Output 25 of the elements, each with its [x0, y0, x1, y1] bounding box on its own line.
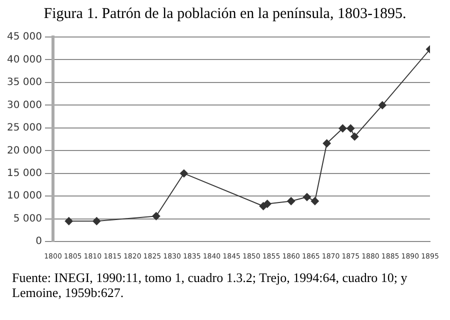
point [378, 101, 386, 110]
point [346, 124, 355, 132]
point [64, 217, 73, 226]
point [322, 139, 331, 148]
y-tick-label: 25 000 [6, 122, 42, 134]
point [152, 212, 160, 220]
point [310, 197, 319, 206]
point [92, 217, 101, 226]
y-tick-label: 20 000 [6, 145, 42, 156]
y-tick-label: 30 000 [6, 100, 42, 111]
y-tick-label: 35 000 [6, 77, 42, 88]
point [263, 200, 272, 208]
point [350, 132, 359, 141]
point [287, 197, 296, 206]
point [302, 193, 311, 202]
y-tick-label: 10 000 [6, 190, 42, 202]
source-note: Fuente: INEGI, 1990:11, tomo 1, cuadro 1.3.2; Trejo, 1994:64, cuadro 10; y Lemoine, 1959b:627. [12, 270, 408, 300]
y-tick-label: 40 000 [6, 54, 42, 66]
y-tick-label: 0 [36, 236, 42, 248]
y-tick-label: 45 000 [6, 32, 42, 43]
point [180, 169, 188, 178]
chart-title: Figura 1. Patrón de la población en la península, 1803-1895. [42, 6, 408, 24]
y-tick-label: 15 000 [6, 168, 42, 179]
point [338, 124, 347, 132]
y-tick-label: 5 000 [13, 213, 42, 224]
